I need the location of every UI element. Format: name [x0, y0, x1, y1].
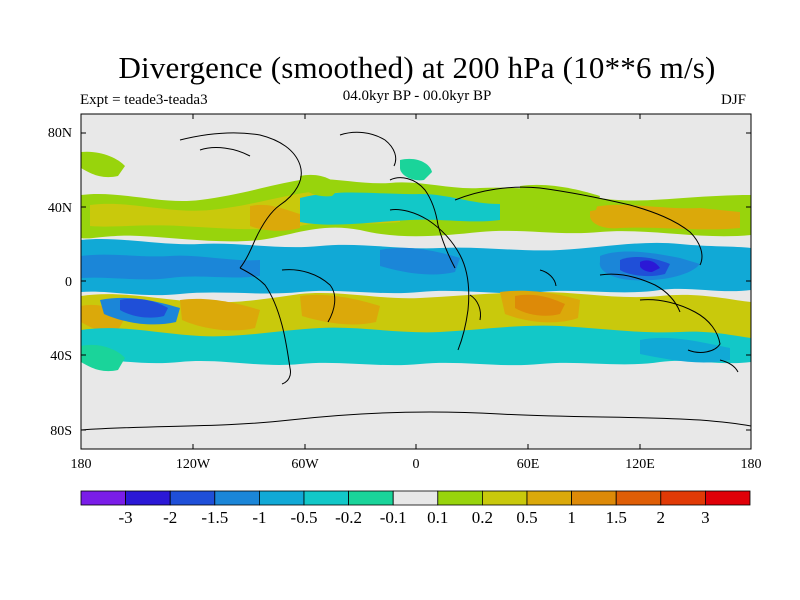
season-label: DJF — [721, 92, 747, 108]
colorbar-swatch — [437, 490, 483, 506]
colorbar-swatch — [392, 490, 439, 506]
colorbar-swatch — [169, 490, 216, 506]
colorbar-label: 0.1 — [427, 508, 448, 527]
colorbar-label: 0.2 — [472, 508, 493, 527]
colorbar-label: -1 — [252, 508, 266, 527]
x-tick-label: 60W — [291, 457, 319, 472]
x-tick-label: 180 — [71, 457, 92, 472]
colorbar-swatch — [481, 490, 528, 506]
colorbar-label: -0.1 — [380, 508, 407, 527]
colorbar-swatch — [705, 490, 751, 506]
colorbar-label: 3 — [701, 508, 710, 527]
y-tick-label: 80N — [48, 126, 72, 141]
colorbar-swatch — [258, 490, 305, 506]
colorbar-label: -3 — [119, 508, 133, 527]
colorbar-label: 1 — [567, 508, 576, 527]
colorbar-label: -0.2 — [335, 508, 362, 527]
colorbar-label: 2 — [657, 508, 666, 527]
colorbar-label: -2 — [163, 508, 177, 527]
x-tick-label: 0 — [413, 457, 420, 472]
coastlines — [81, 131, 751, 431]
colorbar: -3 -2 -1.5 -1 -0.5 -0.2 -0.1 0.1 0.2 0.5 1 1.5 2 3 — [80, 490, 751, 527]
period-label: 04.0kyr BP - 00.0kyr BP — [342, 88, 492, 104]
colorbar-swatch — [615, 490, 662, 506]
field-contours — [81, 151, 751, 372]
colorbar-swatch — [214, 490, 260, 506]
x-axis: 180 120W 60W 0 60E 120E 180 — [71, 114, 762, 472]
colorbar-swatch — [125, 490, 171, 506]
colorbar-label: 1.5 — [606, 508, 627, 527]
colorbar-swatch — [303, 490, 349, 506]
colorbar-swatch — [571, 490, 617, 506]
chart-title: Divergence (smoothed) at 200 hPa (10**6 … — [118, 50, 716, 85]
colorbar-label: -0.5 — [291, 508, 318, 527]
x-tick-label: 120E — [625, 457, 655, 472]
y-tick-label: 0 — [65, 275, 72, 290]
y-axis: 80N 40N 0 40S 80S — [48, 126, 751, 439]
x-tick-label: 60E — [517, 457, 540, 472]
colorbar-swatch — [660, 490, 706, 506]
y-tick-label: 40S — [50, 349, 72, 364]
colorbar-label: -1.5 — [201, 508, 228, 527]
x-tick-label: 180 — [741, 457, 762, 472]
colorbar-swatch — [526, 490, 572, 506]
y-tick-label: 80S — [50, 424, 72, 439]
experiment-label: Expt = teade3-teada3 — [80, 92, 208, 108]
colorbar-swatch — [80, 490, 126, 506]
y-tick-label: 40N — [48, 201, 72, 216]
colorbar-label: 0.5 — [516, 508, 537, 527]
colorbar-swatch — [348, 490, 394, 506]
x-tick-label: 120W — [176, 457, 211, 472]
